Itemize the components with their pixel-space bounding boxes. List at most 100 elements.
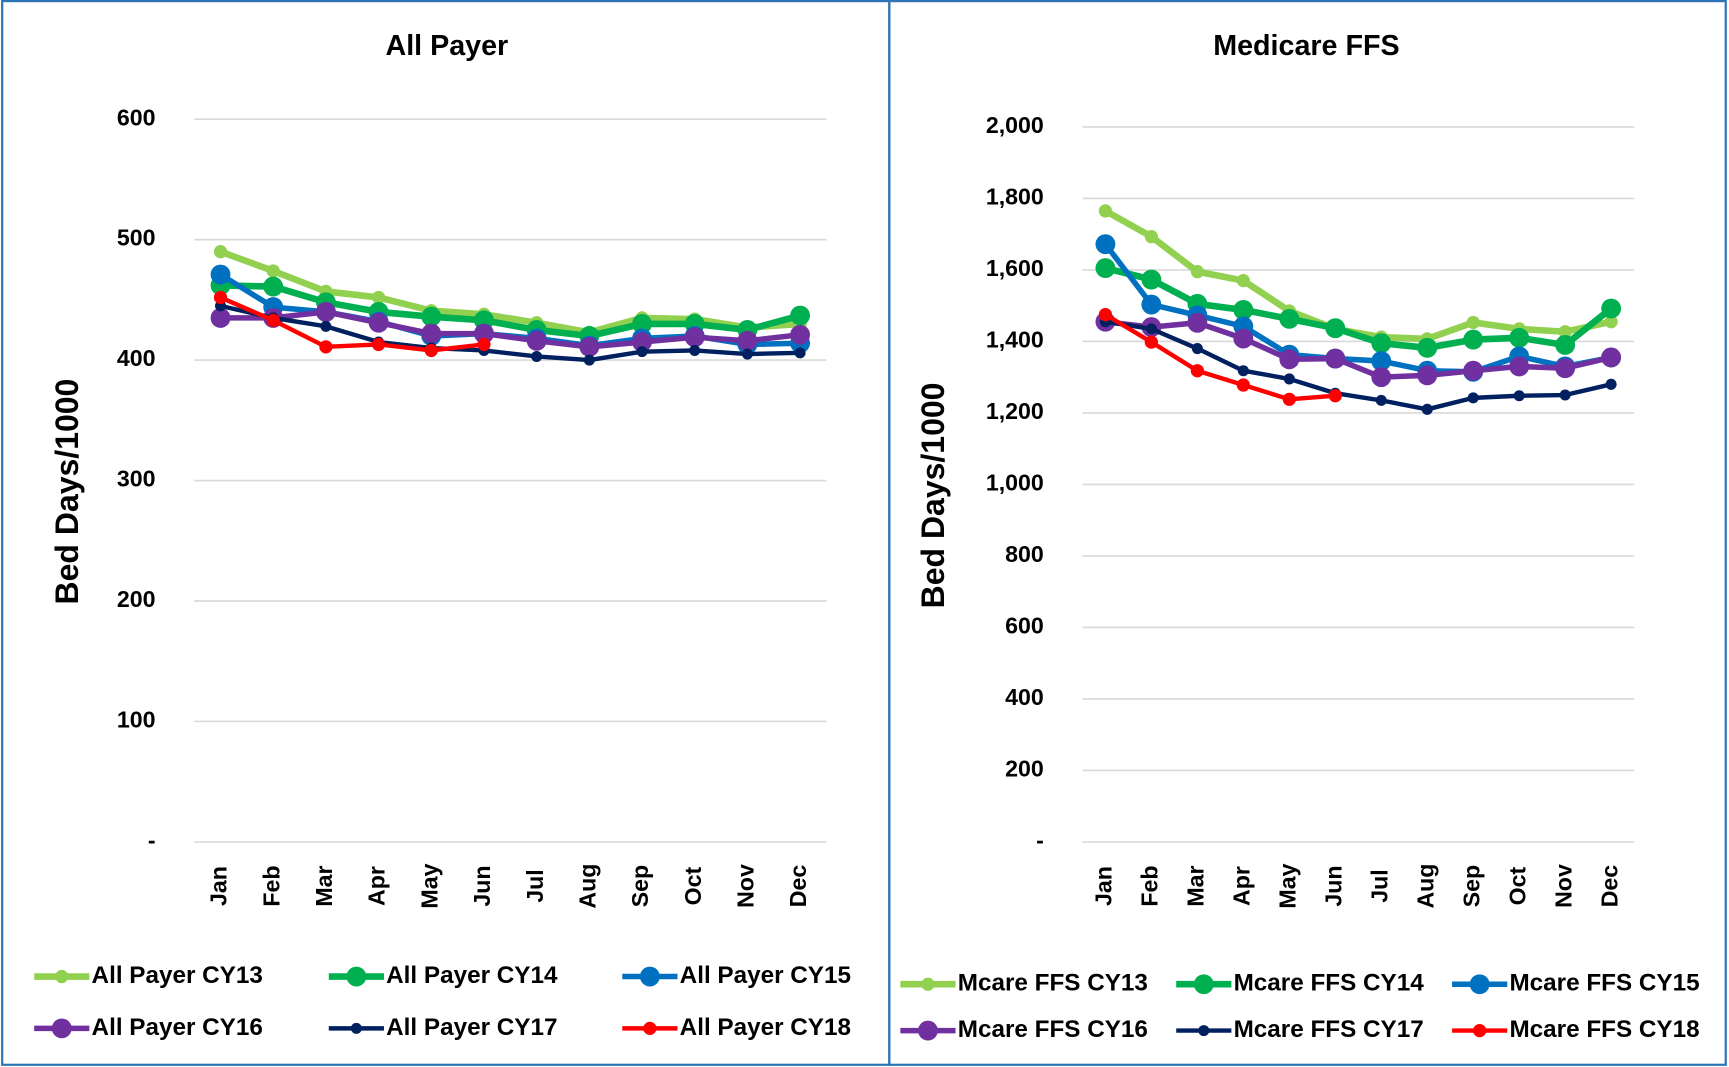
data-point xyxy=(1190,265,1204,279)
series-line xyxy=(1105,319,1612,412)
x-tick-label: Sep xyxy=(627,865,653,907)
x-tick-label: Dec xyxy=(785,865,811,908)
data-point xyxy=(210,307,231,328)
data-point xyxy=(1601,347,1622,368)
data-point xyxy=(1141,269,1162,290)
y-tick-label: 300 xyxy=(117,466,156,492)
legend-marker xyxy=(51,1018,72,1039)
x-tick-label: Jul xyxy=(1366,869,1392,902)
legend-label: Mcare FFS CY15 xyxy=(1509,970,1699,997)
y-tick-label: 400 xyxy=(1005,684,1044,710)
x-tick-label: Oct xyxy=(680,866,706,905)
data-point xyxy=(1513,390,1525,402)
y-tick-label: 400 xyxy=(117,345,156,371)
y-tick-label: 600 xyxy=(117,104,156,130)
y-tick-label: 1,400 xyxy=(986,327,1044,353)
legend-label: Mcare FFS CY16 xyxy=(958,1016,1148,1043)
y-axis-title: Bed Days/1000 xyxy=(49,379,85,605)
data-point xyxy=(1509,356,1530,377)
data-point xyxy=(1555,335,1576,355)
x-tick-label: May xyxy=(1274,863,1300,908)
data-point xyxy=(1191,343,1203,355)
data-point xyxy=(1279,308,1300,329)
data-point xyxy=(684,327,705,348)
series-line xyxy=(1103,208,1612,343)
legend-marker xyxy=(1198,1025,1210,1037)
data-point xyxy=(1328,389,1342,403)
data-point xyxy=(1282,392,1296,406)
data-point xyxy=(790,324,811,345)
legend-label: Mcare FFS CY18 xyxy=(1509,1016,1699,1043)
data-point xyxy=(632,332,652,352)
chart-title: All Payer xyxy=(385,30,508,62)
data-point xyxy=(1144,335,1159,349)
y-tick-label: 200 xyxy=(117,586,156,612)
x-tick-label: Jun xyxy=(469,865,495,906)
y-tick-label: 500 xyxy=(117,225,156,251)
legend-marker xyxy=(1193,974,1214,995)
legend-marker xyxy=(1469,974,1490,995)
data-point xyxy=(1375,394,1387,406)
legend-marker xyxy=(346,966,367,987)
data-point xyxy=(579,336,600,357)
legend-marker xyxy=(643,1021,657,1036)
data-point xyxy=(266,313,280,327)
y-tick-label: 2,000 xyxy=(986,112,1044,138)
data-point xyxy=(1190,364,1204,378)
data-point xyxy=(1233,328,1254,349)
data-point xyxy=(1371,351,1392,371)
data-point xyxy=(421,323,442,344)
data-point xyxy=(1279,349,1300,370)
data-point xyxy=(636,346,648,358)
data-point xyxy=(1144,230,1159,244)
data-point xyxy=(1098,307,1113,322)
data-point xyxy=(1463,329,1484,350)
data-point xyxy=(210,264,231,285)
data-point xyxy=(1558,325,1572,339)
y-tick-label: 100 xyxy=(117,707,156,733)
data-point xyxy=(1236,273,1250,288)
x-tick-label: Oct xyxy=(1504,866,1530,905)
data-point xyxy=(1601,298,1622,319)
y-axis-title: Bed Days/1000 xyxy=(915,383,951,609)
data-point xyxy=(213,290,228,305)
data-point xyxy=(315,301,336,322)
data-point xyxy=(1325,318,1346,339)
data-point xyxy=(632,314,652,334)
x-tick-label: Apr xyxy=(364,866,390,906)
y-tick-label: - xyxy=(148,827,156,853)
data-point xyxy=(1559,389,1571,401)
x-tick-label: Aug xyxy=(1412,864,1438,909)
x-tick-label: Jan xyxy=(1091,866,1117,906)
legend-label: All Payer CY17 xyxy=(386,1014,557,1041)
data-point xyxy=(1187,312,1208,333)
data-point xyxy=(689,344,701,356)
data-point xyxy=(1421,403,1433,415)
x-tick-label: Jul xyxy=(522,869,548,902)
data-point xyxy=(1095,234,1116,255)
legend-label: All Payer CY15 xyxy=(680,962,851,989)
series-line xyxy=(220,303,801,363)
data-point xyxy=(424,343,438,358)
y-tick-label: 800 xyxy=(1005,541,1044,567)
legend-label: All Payer CY18 xyxy=(680,1014,851,1041)
data-point xyxy=(1555,358,1576,379)
data-point xyxy=(1145,323,1157,335)
x-tick-label: Mar xyxy=(311,865,337,906)
data-point xyxy=(421,306,442,327)
data-point xyxy=(474,323,494,344)
y-tick-label: 1,600 xyxy=(986,255,1044,281)
legend-label: Mcare FFS CY13 xyxy=(958,970,1148,997)
data-point xyxy=(1605,378,1617,390)
chart-title: Medicare FFS xyxy=(1213,30,1399,62)
panel-border xyxy=(888,0,1727,1066)
y-tick-label: - xyxy=(1036,827,1044,853)
legend-label: Mcare FFS CY14 xyxy=(1234,970,1425,997)
y-tick-label: 200 xyxy=(1005,756,1044,782)
x-tick-label: Jan xyxy=(206,866,232,906)
x-tick-label: May xyxy=(416,863,442,908)
data-point xyxy=(737,330,758,351)
data-point xyxy=(368,312,389,333)
data-point xyxy=(1237,365,1249,377)
